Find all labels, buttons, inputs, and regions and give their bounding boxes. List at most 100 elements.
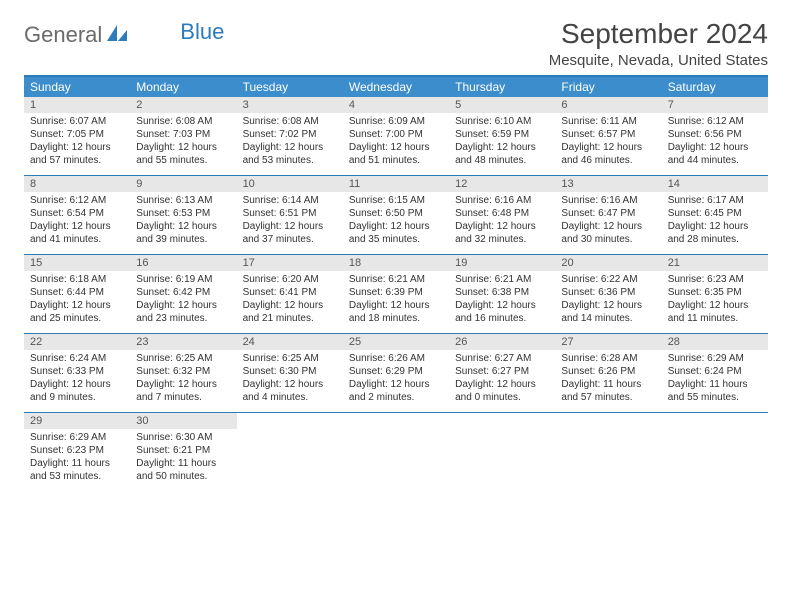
calendar-cell: 8 Sunrise: 6:12 AMSunset: 6:54 PMDaylight… [24, 176, 130, 254]
day-number: 12 [449, 176, 555, 192]
calendar-week: 29 Sunrise: 6:29 AMSunset: 6:23 PMDayligh… [24, 413, 768, 491]
cell-body: Sunrise: 6:21 AMSunset: 6:38 PMDaylight:… [449, 273, 555, 325]
day-header-cell: Wednesday [343, 77, 449, 97]
day-number: 9 [130, 176, 236, 192]
day-number: 5 [449, 97, 555, 113]
cell-body: Sunrise: 6:18 AMSunset: 6:44 PMDaylight:… [24, 273, 130, 325]
day-number: 15 [24, 255, 130, 271]
calendar-cell [662, 413, 768, 491]
day-number: 28 [662, 334, 768, 350]
cell-body: Sunrise: 6:26 AMSunset: 6:29 PMDaylight:… [343, 352, 449, 404]
cell-body: Sunrise: 6:15 AMSunset: 6:50 PMDaylight:… [343, 194, 449, 246]
calendar-week: 1 Sunrise: 6:07 AMSunset: 7:05 PMDaylight… [24, 97, 768, 176]
calendar-cell: 14Sunrise: 6:17 AMSunset: 6:45 PMDayligh… [662, 176, 768, 254]
cell-body: Sunrise: 6:08 AMSunset: 7:02 PMDaylight:… [237, 115, 343, 167]
day-number: 27 [555, 334, 661, 350]
day-number: 17 [237, 255, 343, 271]
logo: General Blue [24, 18, 224, 48]
calendar-cell: 11 Sunrise: 6:15 AMSunset: 6:50 PMDayligh… [343, 176, 449, 254]
cell-body: Sunrise: 6:08 AMSunset: 7:03 PMDaylight:… [130, 115, 236, 167]
cell-body: Sunrise: 6:21 AMSunset: 6:39 PMDaylight:… [343, 273, 449, 325]
day-number: 22 [24, 334, 130, 350]
day-number: 29 [24, 413, 130, 429]
calendar-cell: 28 Sunrise: 6:29 AMSunset: 6:24 PMDayligh… [662, 334, 768, 412]
cell-body: Sunrise: 6:10 AMSunset: 6:59 PMDaylight:… [449, 115, 555, 167]
calendar-cell: 6 Sunrise: 6:11 AMSunset: 6:57 PMDaylight… [555, 97, 661, 175]
day-number: 4 [343, 97, 449, 113]
calendar: SundayMondayTuesdayWednesdayThursdayFrid… [24, 75, 768, 491]
cell-body: Sunrise: 6:12 AMSunset: 6:56 PMDaylight:… [662, 115, 768, 167]
day-number: 19 [449, 255, 555, 271]
cell-body: Sunrise: 6:29 AMSunset: 6:23 PMDaylight:… [24, 431, 130, 483]
cell-body: Sunrise: 6:24 AMSunset: 6:33 PMDaylight:… [24, 352, 130, 404]
day-number: 23 [130, 334, 236, 350]
cell-body: Sunrise: 6:22 AMSunset: 6:36 PMDaylight:… [555, 273, 661, 325]
calendar-cell: 5 Sunrise: 6:10 AMSunset: 6:59 PMDaylight… [449, 97, 555, 175]
day-number: 30 [130, 413, 236, 429]
calendar-week: 22 Sunrise: 6:24 AMSunset: 6:33 PMDayligh… [24, 334, 768, 413]
cell-body: Sunrise: 6:30 AMSunset: 6:21 PMDaylight:… [130, 431, 236, 483]
calendar-cell: 24Sunrise: 6:25 AMSunset: 6:30 PMDayligh… [237, 334, 343, 412]
day-header-cell: Friday [555, 77, 661, 97]
calendar-cell: 25Sunrise: 6:26 AMSunset: 6:29 PMDayligh… [343, 334, 449, 412]
day-number: 10 [237, 176, 343, 192]
day-number: 16 [130, 255, 236, 271]
day-number: 11 [343, 176, 449, 192]
day-number: 26 [449, 334, 555, 350]
calendar-cell: 23 Sunrise: 6:25 AMSunset: 6:32 PMDayligh… [130, 334, 236, 412]
logo-text-1: General [24, 22, 102, 48]
calendar-cell: 13 Sunrise: 6:16 AMSunset: 6:47 PMDayligh… [555, 176, 661, 254]
day-number: 21 [662, 255, 768, 271]
cell-body: Sunrise: 6:29 AMSunset: 6:24 PMDaylight:… [662, 352, 768, 404]
calendar-cell: 30 Sunrise: 6:30 AMSunset: 6:21 PMDayligh… [130, 413, 236, 491]
calendar-cell [555, 413, 661, 491]
calendar-cell: 9Sunrise: 6:13 AMSunset: 6:53 PMDaylight… [130, 176, 236, 254]
calendar-cell [449, 413, 555, 491]
calendar-cell: 1 Sunrise: 6:07 AMSunset: 7:05 PMDaylight… [24, 97, 130, 175]
calendar-cell: 22 Sunrise: 6:24 AMSunset: 6:33 PMDayligh… [24, 334, 130, 412]
day-number: 24 [237, 334, 343, 350]
day-number: 20 [555, 255, 661, 271]
calendar-cell: 20 Sunrise: 6:22 AMSunset: 6:36 PMDayligh… [555, 255, 661, 333]
calendar-body: 1 Sunrise: 6:07 AMSunset: 7:05 PMDaylight… [24, 97, 768, 491]
calendar-week: 15 Sunrise: 6:18 AMSunset: 6:44 PMDayligh… [24, 255, 768, 334]
day-header-cell: Saturday [662, 77, 768, 97]
calendar-cell: 15 Sunrise: 6:18 AMSunset: 6:44 PMDayligh… [24, 255, 130, 333]
day-header-cell: Sunday [24, 77, 130, 97]
page-title: September 2024 [549, 18, 768, 50]
calendar-cell: 3 Sunrise: 6:08 AMSunset: 7:02 PMDaylight… [237, 97, 343, 175]
calendar-cell: 19 Sunrise: 6:21 AMSunset: 6:38 PMDayligh… [449, 255, 555, 333]
calendar-cell: 18 Sunrise: 6:21 AMSunset: 6:39 PMDayligh… [343, 255, 449, 333]
cell-body: Sunrise: 6:12 AMSunset: 6:54 PMDaylight:… [24, 194, 130, 246]
day-number: 6 [555, 97, 661, 113]
calendar-cell: 7 Sunrise: 6:12 AMSunset: 6:56 PMDaylight… [662, 97, 768, 175]
day-header-cell: Tuesday [237, 77, 343, 97]
day-number: 1 [24, 97, 130, 113]
calendar-cell: 29 Sunrise: 6:29 AMSunset: 6:23 PMDayligh… [24, 413, 130, 491]
day-header-row: SundayMondayTuesdayWednesdayThursdayFrid… [24, 77, 768, 97]
calendar-cell: 17 Sunrise: 6:20 AMSunset: 6:41 PMDayligh… [237, 255, 343, 333]
logo-sail-icon [106, 22, 128, 48]
cell-body: Sunrise: 6:20 AMSunset: 6:41 PMDaylight:… [237, 273, 343, 325]
day-number: 18 [343, 255, 449, 271]
calendar-cell: 4 Sunrise: 6:09 AMSunset: 7:00 PMDaylight… [343, 97, 449, 175]
cell-body: Sunrise: 6:25 AMSunset: 6:32 PMDaylight:… [130, 352, 236, 404]
title-block: September 2024 Mesquite, Nevada, United … [549, 18, 768, 69]
page-subtitle: Mesquite, Nevada, United States [549, 52, 768, 69]
cell-body: Sunrise: 6:16 AMSunset: 6:47 PMDaylight:… [555, 194, 661, 246]
calendar-cell: 21 Sunrise: 6:23 AMSunset: 6:35 PMDayligh… [662, 255, 768, 333]
calendar-cell: 12 Sunrise: 6:16 AMSunset: 6:48 PMDayligh… [449, 176, 555, 254]
calendar-cell: 27Sunrise: 6:28 AMSunset: 6:26 PMDayligh… [555, 334, 661, 412]
day-number: 3 [237, 97, 343, 113]
cell-body: Sunrise: 6:07 AMSunset: 7:05 PMDaylight:… [24, 115, 130, 167]
day-number: 8 [24, 176, 130, 192]
day-number: 13 [555, 176, 661, 192]
cell-body: Sunrise: 6:16 AMSunset: 6:48 PMDaylight:… [449, 194, 555, 246]
logo-text-2: Blue [180, 19, 224, 45]
cell-body: Sunrise: 6:09 AMSunset: 7:00 PMDaylight:… [343, 115, 449, 167]
cell-body: Sunrise: 6:11 AMSunset: 6:57 PMDaylight:… [555, 115, 661, 167]
cell-body: Sunrise: 6:23 AMSunset: 6:35 PMDaylight:… [662, 273, 768, 325]
calendar-cell: 26Sunrise: 6:27 AMSunset: 6:27 PMDayligh… [449, 334, 555, 412]
calendar-cell: 2Sunrise: 6:08 AMSunset: 7:03 PMDaylight… [130, 97, 236, 175]
day-number: 7 [662, 97, 768, 113]
